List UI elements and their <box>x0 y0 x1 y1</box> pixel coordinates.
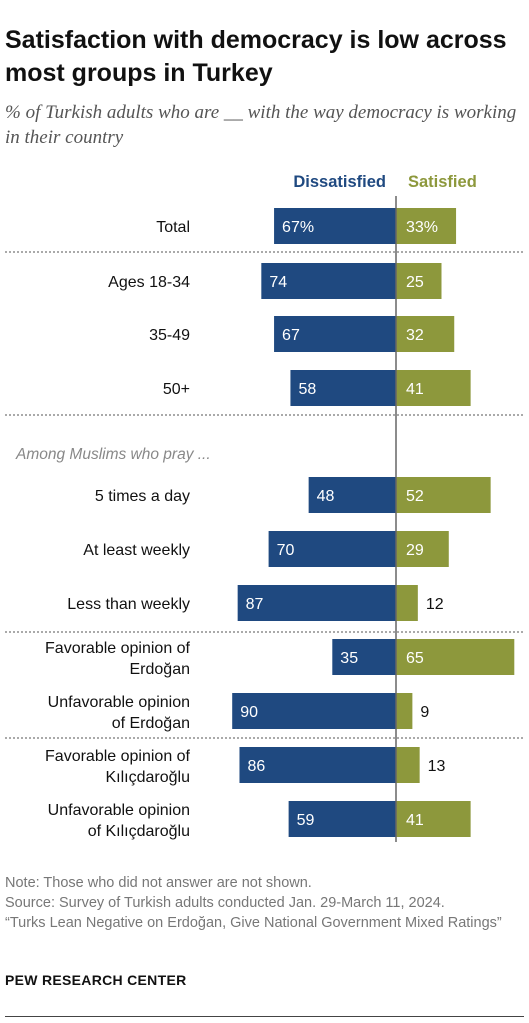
row-label-line: Favorable opinion of <box>45 640 191 657</box>
bar-satisfied <box>396 531 449 567</box>
bar-dissatisfied <box>308 477 396 513</box>
bar-satisfied <box>396 585 418 621</box>
value-satisfied: 29 <box>406 542 424 559</box>
section-label: Among Muslims who pray ... <box>15 446 211 463</box>
row-label: At least weekly <box>83 542 190 559</box>
legend-dissatisfied: Dissatisfied <box>293 173 386 191</box>
bar-satisfied <box>396 639 515 675</box>
bar-dissatisfied <box>237 585 396 621</box>
value-satisfied: 52 <box>406 488 424 505</box>
bar-satisfied <box>396 477 491 513</box>
bar-dissatisfied <box>274 208 396 244</box>
bar-dissatisfied <box>261 263 396 299</box>
row-label-line: Favorable opinion of <box>45 748 191 765</box>
bar-satisfied <box>396 208 457 244</box>
value-satisfied: 32 <box>406 327 424 344</box>
row-label-line: Erdoğan <box>130 661 191 678</box>
source-text: Source: Survey of Turkish adults conduct… <box>5 895 445 911</box>
row-label: 5 times a day <box>95 488 190 505</box>
footer-rule <box>5 1016 524 1017</box>
report-title-text: “Turks Lean Negative on Erdoğan, Give Na… <box>5 915 502 931</box>
row-label-line: Unfavorable opinion <box>48 694 190 711</box>
value-satisfied: 41 <box>406 381 424 398</box>
row-label: Less than weekly <box>67 596 190 613</box>
value-dissatisfied: 48 <box>317 488 335 505</box>
value-dissatisfied: 67 <box>282 327 300 344</box>
bar-dissatisfied <box>239 747 396 783</box>
bar-dissatisfied <box>288 801 396 837</box>
note-text: Note: Those who did not answer are not s… <box>5 875 312 891</box>
bar-satisfied <box>396 801 471 837</box>
pew-credit: PEW RESEARCH CENTER <box>5 972 187 988</box>
row-label: 50+ <box>163 381 190 398</box>
value-dissatisfied: 70 <box>277 542 295 559</box>
value-satisfied: 25 <box>406 274 424 291</box>
row-label-line: Kılıçdaroğlu <box>106 769 191 786</box>
bar-satisfied <box>396 747 420 783</box>
diverging-bar-chart: Dissatisfied Satisfied Among Muslims who p… <box>5 173 524 842</box>
chart-notes: Note: Those who did not answer are not s… <box>5 873 525 933</box>
chart-subtitle: % of Turkish adults who are __ with the … <box>5 102 517 148</box>
value-satisfied: 41 <box>406 812 424 829</box>
value-satisfied: 12 <box>426 596 444 613</box>
value-dissatisfied: 59 <box>297 812 315 829</box>
bar-satisfied <box>396 693 413 729</box>
row-label: Ages 18-34 <box>108 274 190 291</box>
bar-dissatisfied <box>232 693 396 729</box>
bar-dissatisfied <box>268 531 396 567</box>
row-label: 35-49 <box>149 327 190 344</box>
bar-satisfied <box>396 370 471 406</box>
row-label-line: of Kılıçdaroğlu <box>88 823 190 840</box>
value-satisfied: 9 <box>420 704 429 721</box>
value-dissatisfied: 58 <box>298 381 316 398</box>
chart-title: Satisfaction with democracy is low acros… <box>5 26 507 87</box>
row-label-line: of Erdoğan <box>112 715 190 732</box>
value-satisfied: 65 <box>406 650 424 667</box>
value-satisfied: 13 <box>428 758 446 775</box>
legend-satisfied: Satisfied <box>408 173 477 191</box>
value-dissatisfied: 35 <box>340 650 358 667</box>
bar-dissatisfied <box>290 370 396 406</box>
row-label-line: Unfavorable opinion <box>48 802 190 819</box>
value-dissatisfied: 86 <box>247 758 265 775</box>
value-dissatisfied: 67% <box>282 219 314 236</box>
value-dissatisfied: 90 <box>240 704 258 721</box>
value-dissatisfied: 74 <box>269 274 287 291</box>
value-satisfied: 33% <box>406 219 438 236</box>
bar-dissatisfied <box>274 316 396 352</box>
bar-satisfied <box>396 316 455 352</box>
bar-satisfied <box>396 263 442 299</box>
row-label: Total <box>156 219 190 236</box>
bar-dissatisfied <box>332 639 396 675</box>
value-dissatisfied: 87 <box>246 596 264 613</box>
